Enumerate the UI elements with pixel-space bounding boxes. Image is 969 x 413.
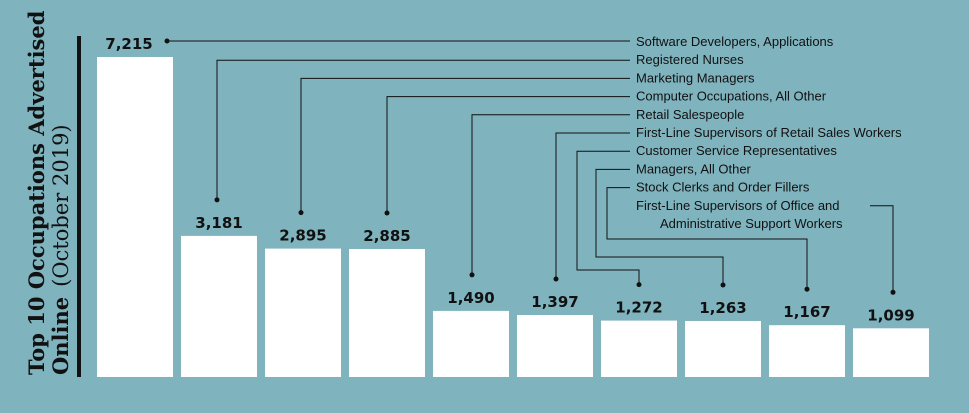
bar-9 <box>769 325 845 377</box>
leader-line-5 <box>471 114 630 275</box>
bar-4 <box>349 249 425 377</box>
category-label-line-1-1: Software Developers, Applications <box>636 34 834 49</box>
bar-value-label-5: 1,490 <box>447 289 494 307</box>
leader-line-8 <box>595 168 724 285</box>
title-line-2: Online (October 2019) <box>48 124 73 375</box>
bar-value-label-3: 2,895 <box>279 227 326 245</box>
category-label-line-4-1: Computer Occupations, All Other <box>636 89 827 104</box>
leader-lines-layer <box>164 38 896 295</box>
category-label-line-10-2: Administrative Support Workers <box>660 216 843 231</box>
value-labels-layer: 7,215 3,181 2,895 2,885 1,490 1,397 1,272 1,263… <box>105 35 914 324</box>
category-label-6: First-Line Supervisors of Retail Sales W… <box>636 125 902 140</box>
bar-value-label-8: 1,263 <box>699 299 746 317</box>
category-label-9: Stock Clerks and Order Fillers <box>636 180 810 195</box>
category-label-3: Marketing Managers <box>636 70 755 85</box>
category-label-1: Software Developers, Applications <box>636 34 834 49</box>
bar-1 <box>97 57 173 377</box>
leader-line-9 <box>606 187 808 290</box>
category-label-line-3-1: Marketing Managers <box>636 70 755 85</box>
leader-line-3 <box>300 77 630 213</box>
bar-value-label-6: 1,397 <box>531 293 578 311</box>
bar-2 <box>181 235 257 377</box>
bar-value-label-10: 1,099 <box>867 306 914 324</box>
bar-8 <box>685 321 761 377</box>
bars-layer <box>97 57 929 377</box>
chart-title: Top 10 Occupations Advertised Online (Oc… <box>24 10 73 375</box>
bar-7 <box>601 320 677 377</box>
bar-value-label-7: 1,272 <box>615 299 662 317</box>
bar-6 <box>517 315 593 377</box>
bar-value-label-9: 1,167 <box>783 303 830 321</box>
leader-line-2 <box>216 59 630 200</box>
leader-line-4 <box>386 96 630 213</box>
title-line-2-main: Online <box>48 297 73 375</box>
category-label-line-6-1: First-Line Supervisors of Retail Sales W… <box>636 125 902 140</box>
category-label-line-9-1: Stock Clerks and Order Fillers <box>636 180 810 195</box>
category-label-2: Registered Nurses <box>636 52 744 67</box>
bar-10 <box>853 328 929 377</box>
title-line-2-sub: (October 2019) <box>49 124 73 286</box>
category-label-line-7-1: Customer Service Representatives <box>636 143 837 158</box>
category-label-8: Managers, All Other <box>636 161 752 176</box>
category-label-4: Computer Occupations, All Other <box>636 89 827 104</box>
leader-line-7 <box>576 150 640 285</box>
category-label-5: Retail Salespeople <box>636 107 744 122</box>
bar-value-label-4: 2,885 <box>363 227 410 245</box>
leader-line-10 <box>870 205 894 293</box>
category-label-line-8-1: Managers, All Other <box>636 161 752 176</box>
category-label-line-10-1: First-Line Supervisors of Office and <box>636 198 840 213</box>
category-label-line-2-1: Registered Nurses <box>636 52 744 67</box>
category-label-line-5-1: Retail Salespeople <box>636 107 744 122</box>
category-label-7: Customer Service Representatives <box>636 143 837 158</box>
title-line-1: Top 10 Occupations Advertised <box>24 10 49 375</box>
bar-value-label-1: 7,215 <box>105 35 152 53</box>
bar-value-label-2: 3,181 <box>195 214 242 232</box>
category-labels-layer: Software Developers, Applications Registe… <box>636 34 902 231</box>
category-label-10: First-Line Supervisors of Office and Admi… <box>636 198 843 231</box>
bar-5 <box>433 310 509 377</box>
leader-line-6 <box>555 132 630 279</box>
bar-3 <box>265 248 341 377</box>
